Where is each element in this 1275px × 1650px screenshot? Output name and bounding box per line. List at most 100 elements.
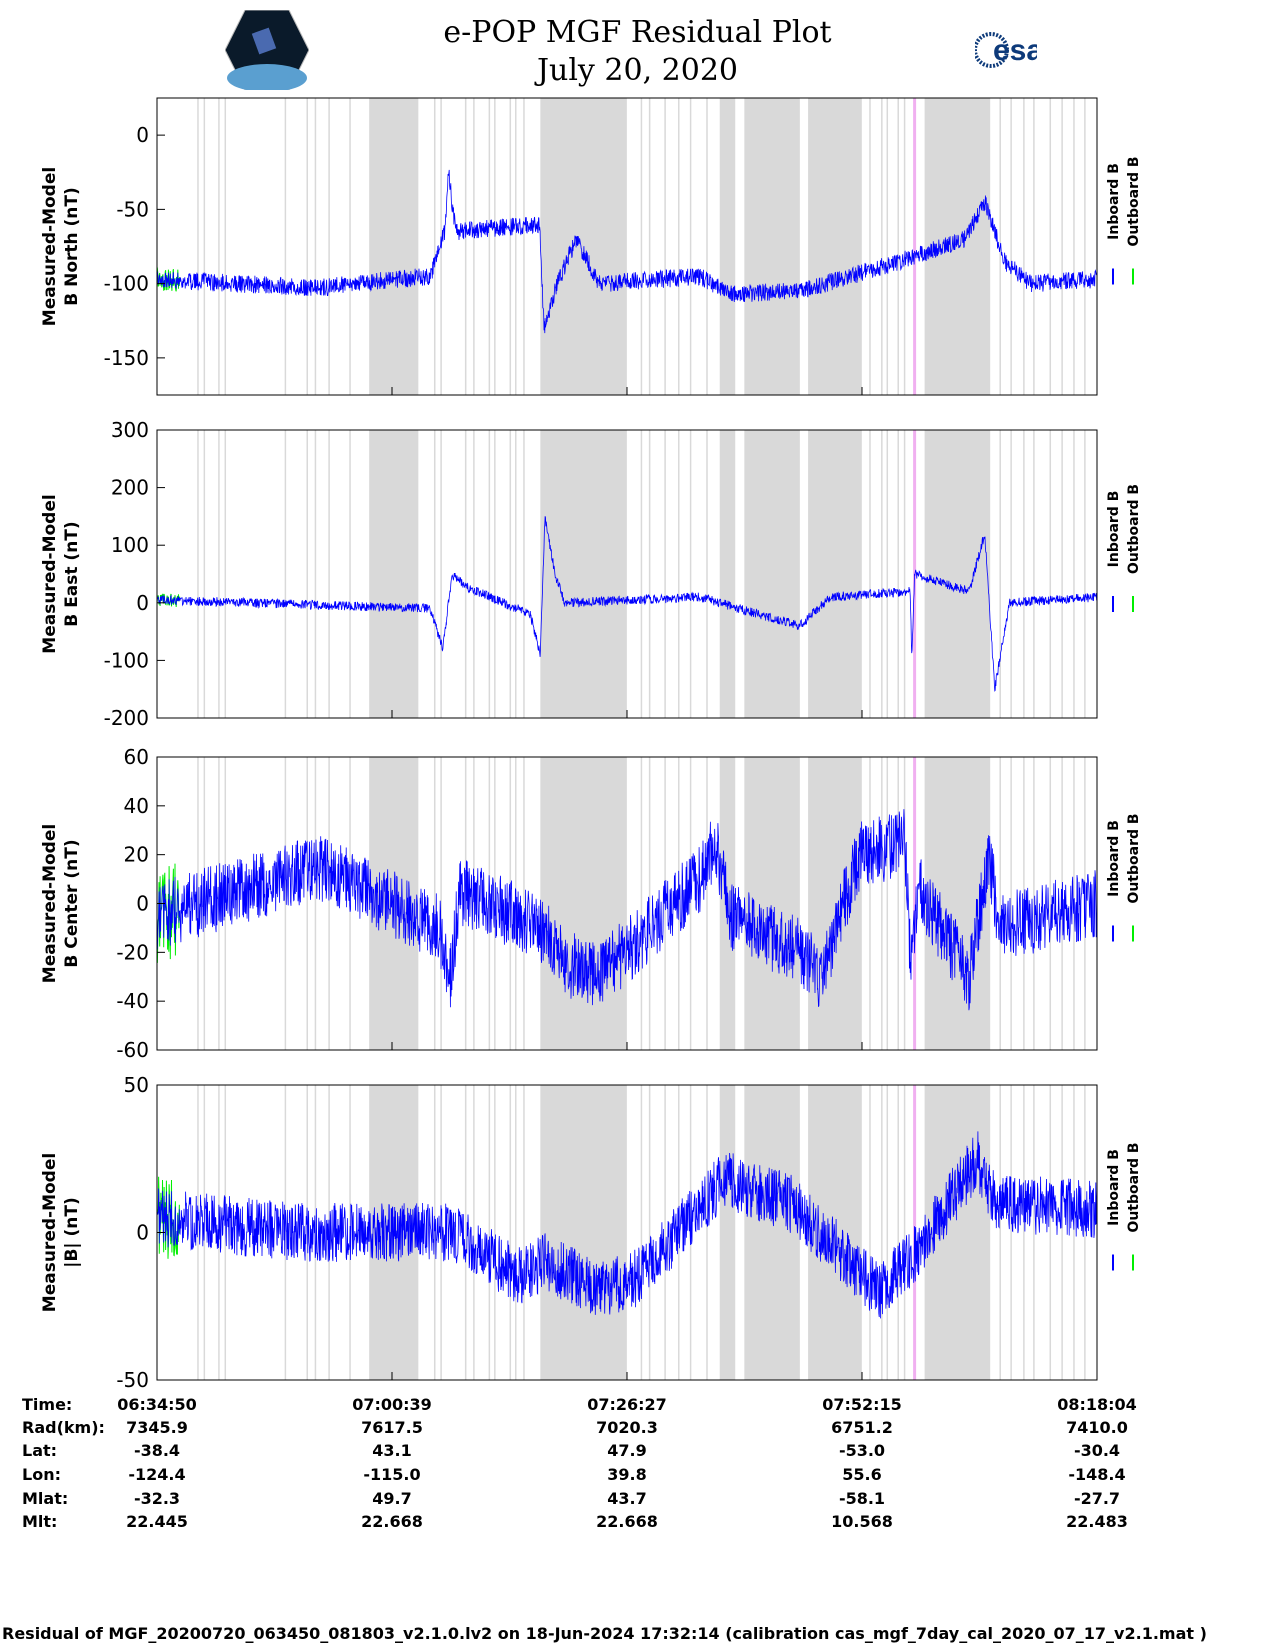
y-tick-label: 20 bbox=[124, 843, 149, 867]
legend-inboard-label: Inboard B bbox=[1106, 491, 1122, 568]
data-gap-band bbox=[808, 430, 862, 718]
data-gap-band bbox=[540, 757, 627, 1050]
panel-2: 300 200 100 0 -100 -200 Measured-Model B East (… bbox=[40, 418, 1142, 730]
y-tick-label: -60 bbox=[116, 1038, 149, 1062]
data-gap-band bbox=[719, 430, 736, 718]
y-tick-label: -50 bbox=[116, 197, 149, 221]
info-cell: -115.0 bbox=[363, 1465, 421, 1484]
y-tick-label: -100 bbox=[104, 648, 149, 672]
cassiope-logo bbox=[225, 10, 309, 90]
info-cell: 22.483 bbox=[1066, 1512, 1128, 1531]
info-cell: 06:34:50 bbox=[117, 1395, 197, 1414]
data-gap-band bbox=[744, 1085, 800, 1380]
footer-text: Residual of MGF_20200720_063450_081803_v… bbox=[2, 1624, 1207, 1643]
data-gap-band bbox=[540, 430, 627, 718]
legend-outboard-label: Outboard B bbox=[1126, 1142, 1142, 1232]
y-tick-label: 0 bbox=[136, 123, 149, 147]
info-cell: -148.4 bbox=[1068, 1465, 1126, 1484]
y-axis-label: Measured-Model bbox=[40, 1153, 60, 1312]
y-tick-label: 200 bbox=[111, 476, 149, 500]
info-cell: 7020.3 bbox=[596, 1418, 658, 1437]
info-cell: 39.8 bbox=[607, 1465, 647, 1484]
y-axis-label: |B| (nT) bbox=[62, 1197, 82, 1268]
y-tick-label: -50 bbox=[116, 1368, 149, 1392]
info-cell: -38.4 bbox=[133, 1441, 181, 1460]
esa-logo: esa bbox=[975, 32, 1037, 68]
info-row-label: Rad(km): bbox=[22, 1418, 105, 1437]
y-axis-label: B Center (nT) bbox=[62, 839, 82, 967]
data-gap-band bbox=[744, 98, 800, 395]
y-tick-label: -20 bbox=[116, 940, 149, 964]
info-cell: -124.4 bbox=[128, 1465, 186, 1484]
y-tick-label: 300 bbox=[111, 418, 149, 442]
y-tick-label: -40 bbox=[116, 989, 149, 1013]
legend-outboard-label: Outboard B bbox=[1126, 813, 1142, 903]
info-cell: 22.668 bbox=[596, 1512, 658, 1531]
info-cell: 47.9 bbox=[607, 1441, 647, 1460]
legend-inboard-label: Inboard B bbox=[1106, 1149, 1122, 1226]
panel-4: 50 0 -50 Measured-Model |B| (nT) Inboard B Out… bbox=[40, 1073, 1142, 1392]
data-gap-band bbox=[540, 1085, 627, 1380]
svg-text:esa: esa bbox=[993, 34, 1037, 67]
info-cell: 49.7 bbox=[372, 1489, 412, 1508]
info-cell: 08:18:04 bbox=[1057, 1395, 1137, 1414]
y-axis-label: B East (nT) bbox=[62, 521, 82, 626]
y-tick-label: 40 bbox=[124, 794, 149, 818]
y-tick-label: 0 bbox=[136, 591, 149, 615]
y-tick-label: 0 bbox=[136, 892, 149, 916]
info-cell: 43.1 bbox=[372, 1441, 412, 1460]
legend-inboard-label: Inboard B bbox=[1106, 163, 1122, 240]
info-cell: 7345.9 bbox=[126, 1418, 188, 1437]
title-text: e-POP MGF Residual Plot bbox=[443, 15, 832, 50]
legend-outboard-label: Outboard B bbox=[1126, 156, 1142, 246]
y-tick-label: 50 bbox=[124, 1073, 149, 1097]
info-cell: -32.3 bbox=[133, 1489, 181, 1508]
info-cell: -53.0 bbox=[838, 1441, 886, 1460]
info-cell: -58.1 bbox=[838, 1489, 886, 1508]
info-cell: 55.6 bbox=[842, 1465, 882, 1484]
info-row-label: Time: bbox=[22, 1395, 73, 1414]
inboard-series bbox=[156, 809, 1098, 1011]
info-row-label: Mlat: bbox=[22, 1489, 69, 1508]
y-tick-label: -200 bbox=[104, 706, 149, 730]
info-cell: -30.4 bbox=[1073, 1441, 1121, 1460]
info-cell: 7410.0 bbox=[1066, 1418, 1128, 1437]
y-tick-label: 100 bbox=[111, 533, 149, 557]
data-gap-band bbox=[744, 430, 800, 718]
data-gap-band bbox=[808, 98, 862, 395]
y-tick-label: -150 bbox=[104, 346, 149, 370]
y-tick-label: -100 bbox=[104, 272, 149, 296]
info-row-label: Mlt: bbox=[22, 1512, 58, 1531]
inboard-series bbox=[156, 1131, 1098, 1319]
y-axis-label: Measured-Model bbox=[40, 824, 60, 983]
title-date: July 20, 2020 bbox=[536, 53, 739, 88]
info-cell: 7617.5 bbox=[361, 1418, 423, 1437]
info-cell: 22.668 bbox=[361, 1512, 423, 1531]
info-cell: 07:52:15 bbox=[822, 1395, 902, 1414]
data-gap-band bbox=[808, 757, 862, 1050]
y-axis-label: Measured-Model bbox=[40, 494, 60, 653]
panel-3: 60 40 20 0 -20 -40 -60 Measured-Model B Center (… bbox=[40, 745, 1142, 1062]
info-cell: -27.7 bbox=[1073, 1489, 1121, 1508]
data-gap-band bbox=[369, 430, 419, 718]
y-axis-label: Measured-Model bbox=[40, 167, 60, 326]
legend-outboard-label: Outboard B bbox=[1126, 484, 1142, 574]
info-cell: 43.7 bbox=[607, 1489, 647, 1508]
info-cell: 07:00:39 bbox=[352, 1395, 432, 1414]
panel-1: 0 -50 -100 -150 Measured-Model B North (nT) In… bbox=[40, 97, 1142, 396]
legend-inboard-label: Inboard B bbox=[1106, 820, 1122, 897]
y-tick-label: 0 bbox=[136, 1221, 149, 1245]
data-gap-band bbox=[369, 98, 419, 395]
data-gap-band bbox=[924, 430, 991, 718]
info-row-label: Lon: bbox=[22, 1465, 61, 1484]
y-axis-label: B North (nT) bbox=[62, 187, 82, 306]
inboard-series bbox=[156, 516, 1098, 692]
chart-title: e-POP MGF Residual Plot July 20, 2020 bbox=[0, 14, 1275, 90]
inboard-series bbox=[156, 169, 1098, 334]
info-cell: 07:26:27 bbox=[587, 1395, 667, 1414]
data-gap-band bbox=[719, 98, 736, 395]
info-row-label: Lat: bbox=[22, 1441, 58, 1460]
data-gap-band bbox=[719, 1085, 736, 1380]
info-cell: 6751.2 bbox=[831, 1418, 893, 1437]
